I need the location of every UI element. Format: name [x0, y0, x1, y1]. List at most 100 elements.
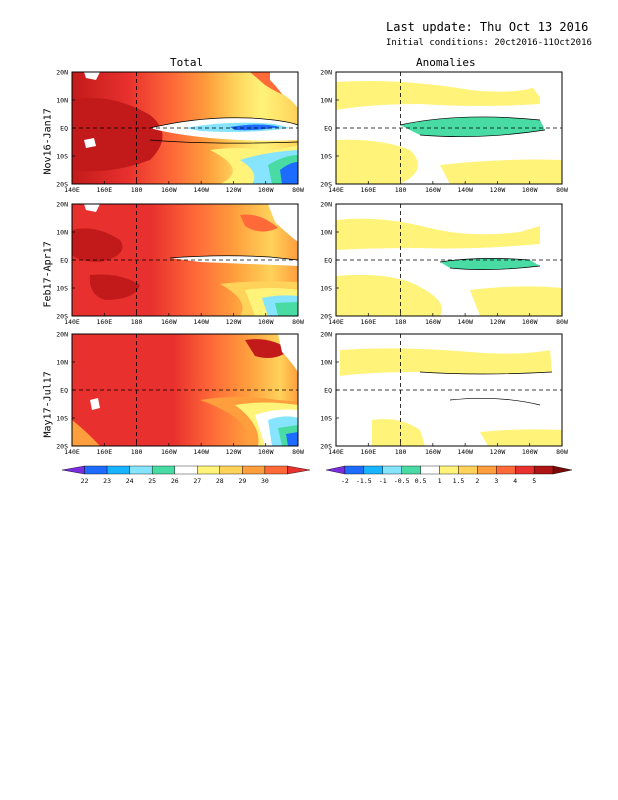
total-colorbar-label: 25 [148, 477, 156, 485]
total-colorbar-swatch [106, 465, 130, 475]
lon-tick-label: 160E [360, 186, 376, 194]
lon-tick-label: 100W [258, 318, 274, 326]
lon-tick-label: 160E [360, 318, 376, 326]
total-colorbar-swatch [287, 465, 311, 475]
lon-tick-label: 100W [522, 186, 538, 194]
lon-tick-label: 100W [258, 186, 274, 194]
anomaly-colorbar-swatch [552, 465, 573, 475]
total-map-nov-jan [72, 72, 298, 184]
anomaly-colorbar-label: 4 [513, 477, 517, 485]
anomaly-map-may-jul [336, 334, 562, 446]
total-colorbar-swatch [61, 465, 85, 475]
lon-tick-label: 80W [556, 448, 568, 456]
lon-tick-label: 140W [193, 448, 209, 456]
anomaly-colorbar-swatch [458, 465, 478, 475]
lon-tick-label: 180 [131, 318, 143, 326]
anomaly-colorbar-label: 1.5 [453, 477, 465, 485]
anomaly-colorbar-label: 5 [532, 477, 536, 485]
total-colorbar-label: 28 [216, 477, 224, 485]
anomaly-colorbar-swatch [533, 465, 554, 475]
total-colorbar-swatch [84, 465, 108, 475]
lon-tick-label: 120W [226, 318, 242, 326]
lat-tick-label: EQ [324, 125, 332, 133]
total-colorbar-swatch [151, 465, 175, 475]
lat-tick-label: 10N [320, 229, 332, 237]
anomaly-colorbar-swatch [496, 465, 516, 475]
anomalies-column-title: Anomalies [416, 56, 476, 69]
anomaly-colorbar-swatch [344, 465, 365, 475]
lon-tick-label: 80W [556, 186, 568, 194]
lat-tick-label: 10S [56, 153, 68, 161]
lat-tick-label: 20N [56, 69, 68, 77]
lon-tick-label: 140E [328, 186, 344, 194]
last-update-text: Last update: Thu Oct 13 2016 [386, 20, 589, 34]
anomaly-colorbar-swatch [515, 465, 535, 475]
lon-tick-label: 140W [193, 186, 209, 194]
total-colorbar-label: 26 [171, 477, 179, 485]
lat-tick-label: 20N [56, 331, 68, 339]
lon-tick-label: 160E [96, 186, 112, 194]
lat-tick-label: 20N [320, 69, 332, 77]
lon-tick-label: 140W [457, 186, 473, 194]
lon-tick-label: 180 [395, 186, 407, 194]
lon-tick-label: 160W [425, 186, 441, 194]
lon-tick-label: 140E [64, 318, 80, 326]
lat-tick-label: 10N [56, 359, 68, 367]
anomaly-colorbar-swatch [382, 465, 402, 475]
lat-tick-label: 20S [56, 313, 68, 321]
lon-tick-label: 80W [292, 448, 304, 456]
anomaly-colorbar-label: -1.5 [356, 477, 372, 485]
lat-tick-label: 20S [320, 181, 332, 189]
lon-tick-label: 80W [292, 318, 304, 326]
lon-tick-label: 140W [457, 448, 473, 456]
lon-tick-label: 160W [425, 448, 441, 456]
lat-tick-label: 20S [320, 313, 332, 321]
total-colorbar-swatch [219, 465, 243, 475]
lat-tick-label: EQ [324, 257, 332, 265]
total-column-title: Total [170, 56, 204, 69]
lat-tick-label: 20N [320, 331, 332, 339]
lon-tick-label: 100W [522, 318, 538, 326]
lon-tick-label: 120W [490, 448, 506, 456]
lat-tick-label: 10N [320, 359, 332, 367]
lat-tick-label: 20S [320, 443, 332, 451]
total-colorbar-label: 30 [261, 477, 269, 485]
lat-tick-label: 20N [320, 201, 332, 209]
lon-tick-label: 80W [292, 186, 304, 194]
lat-tick-label: 20S [56, 443, 68, 451]
lon-tick-label: 120W [226, 448, 242, 456]
lon-tick-label: 120W [226, 186, 242, 194]
total-colorbar-swatch [197, 465, 221, 475]
lat-tick-label: EQ [60, 257, 68, 265]
lon-tick-label: 160E [360, 448, 376, 456]
total-colorbar-label: 24 [126, 477, 134, 485]
lon-tick-label: 160E [96, 448, 112, 456]
total-colorbar-label: 29 [238, 477, 246, 485]
total-colorbar-label: 23 [103, 477, 111, 485]
lon-tick-label: 180 [131, 186, 143, 194]
lat-tick-label: EQ [60, 125, 68, 133]
anomaly-colorbar-swatch [325, 465, 346, 475]
anomaly-colorbar-label: -1 [379, 477, 387, 485]
lat-tick-label: 10S [56, 415, 68, 423]
total-colorbar-label: 22 [81, 477, 89, 485]
lat-tick-label: 10N [320, 97, 332, 105]
lon-tick-label: 160W [161, 186, 177, 194]
total-colorbar-swatch [242, 465, 266, 475]
lon-tick-label: 160W [161, 318, 177, 326]
lat-tick-label: EQ [324, 387, 332, 395]
lon-tick-label: 160W [161, 448, 177, 456]
initial-conditions-text: Initial conditions: 20ct2016-11Oct2016 [386, 38, 592, 48]
anomaly-colorbar-swatch [420, 465, 440, 475]
anomaly-colorbar-label: 1 [438, 477, 442, 485]
lon-tick-label: 140E [328, 318, 344, 326]
lat-tick-label: 20N [56, 201, 68, 209]
total-colorbar-label: 27 [193, 477, 201, 485]
anomaly-colorbar-swatch [477, 465, 497, 475]
lon-tick-label: 140E [64, 186, 80, 194]
lon-tick-label: 140E [328, 448, 344, 456]
anomaly-colorbar-label: 0.5 [415, 477, 427, 485]
lat-tick-label: 10S [320, 285, 332, 293]
anomaly-colorbar-swatch [363, 465, 383, 475]
